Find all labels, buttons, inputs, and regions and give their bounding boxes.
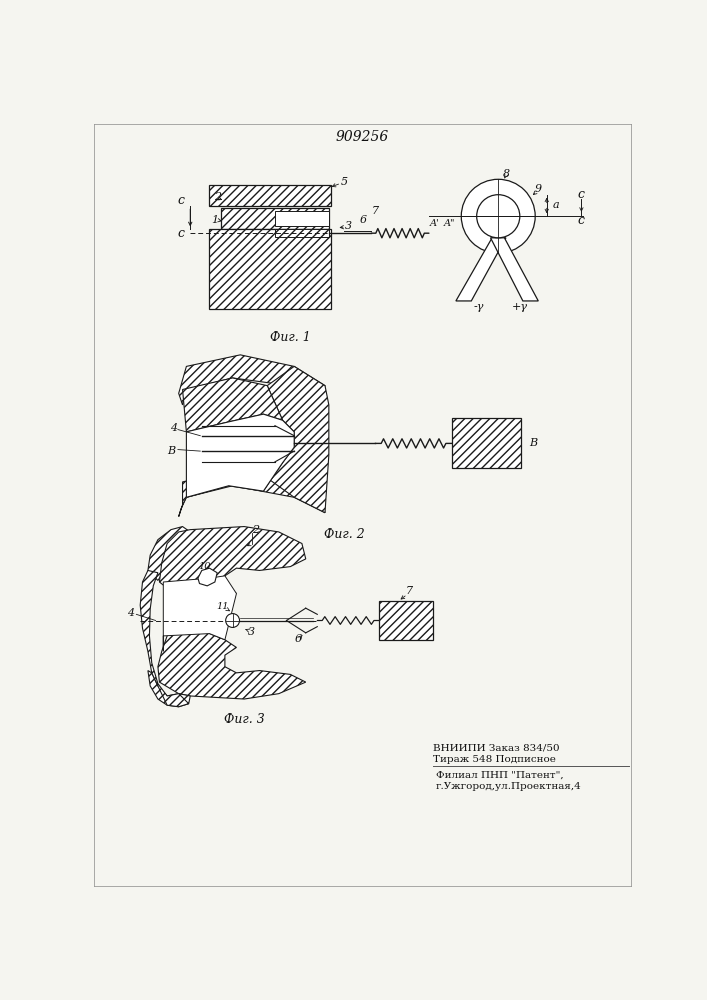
Text: ВНИИПИ Заказ 834/50: ВНИИПИ Заказ 834/50 [433,743,559,752]
Bar [452,418,521,468]
Polygon shape [198,568,217,586]
Polygon shape [187,414,294,497]
Text: c: c [578,188,585,201]
Text: A': A' [430,219,439,228]
Text: 2: 2 [214,192,221,202]
Text: Тираж 548 Подписное: Тираж 548 Подписное [433,755,556,764]
Polygon shape [160,527,305,594]
Text: +γ: +γ [512,302,528,312]
Bar [209,185,331,206]
Text: 9: 9 [534,184,542,194]
Polygon shape [163,576,236,651]
Polygon shape [491,238,538,301]
Circle shape [226,614,240,627]
Text: Фиг. 1: Фиг. 1 [270,331,310,344]
Text: c: c [177,227,185,240]
Text: 4: 4 [170,423,177,433]
Text: Филиал ПНП "Патент",: Филиал ПНП "Патент", [436,771,563,780]
Circle shape [461,179,535,253]
Text: 2: 2 [252,525,259,535]
Bar [209,229,331,309]
Polygon shape [140,570,189,707]
Text: B: B [167,446,175,456]
Text: c: c [578,214,585,227]
Text: 3: 3 [345,221,352,231]
Text: 8: 8 [503,169,510,179]
Polygon shape [158,627,305,699]
Text: 6: 6 [360,215,367,225]
Circle shape [477,195,520,238]
Text: 11: 11 [216,602,229,611]
Polygon shape [148,527,190,580]
Text: A": A" [444,219,455,228]
Bar [379,601,433,640]
Text: c: c [177,194,185,207]
Text: 7: 7 [406,586,414,596]
Text: Фиг. 2: Фиг. 2 [324,528,365,541]
Polygon shape [182,378,283,432]
Text: a: a [553,200,559,210]
Text: 10: 10 [198,562,211,571]
Bar [221,208,329,229]
Polygon shape [275,229,329,237]
Text: 3: 3 [248,627,255,637]
Polygon shape [148,671,190,707]
Polygon shape [179,470,325,517]
Text: 1: 1 [211,215,218,225]
Text: -γ: -γ [474,302,484,312]
Bar [275,211,329,226]
Text: Фиг. 3: Фиг. 3 [224,713,264,726]
Text: B: B [529,438,537,448]
Polygon shape [267,366,329,513]
Text: 5: 5 [341,177,348,187]
Text: 909256: 909256 [335,130,389,144]
Text: 4: 4 [127,608,134,618]
Polygon shape [456,238,506,301]
Text: 6: 6 [295,634,302,644]
Text: г.Ужгород,ул.Проектная,4: г.Ужгород,ул.Проектная,4 [436,782,582,791]
Text: 7: 7 [371,206,379,216]
Polygon shape [182,463,283,505]
Polygon shape [179,355,325,405]
